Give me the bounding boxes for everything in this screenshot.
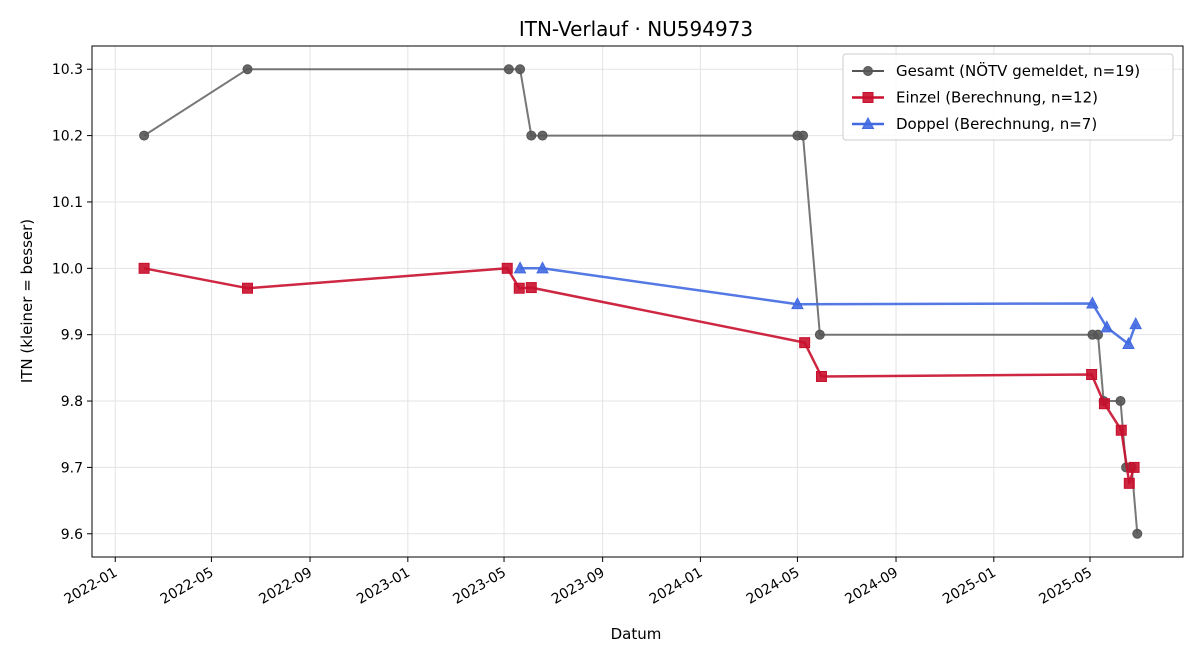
data-point <box>1129 316 1143 330</box>
data-point <box>536 261 549 274</box>
data-point <box>526 130 537 141</box>
y-tick-label: 9.8 <box>61 394 83 410</box>
data-point <box>242 282 254 294</box>
y-tick-label: 9.6 <box>61 527 83 543</box>
data-point <box>1123 477 1135 489</box>
data-point <box>1115 396 1126 407</box>
y-tick-label: 10.3 <box>52 62 83 78</box>
y-axis: 9.6 9.7 9.8 9.9 10.0 10.1 10.2 10.3 <box>52 62 92 543</box>
legend: Gesamt (NÖTV gemeldet, n=19) Einzel (Bere… <box>842 53 1174 141</box>
data-point <box>139 130 150 141</box>
data-point <box>814 329 825 340</box>
data-point <box>1100 320 1114 333</box>
series-layer <box>138 64 1143 539</box>
data-point <box>1132 528 1143 539</box>
data-point <box>791 297 804 310</box>
legend-label: Gesamt (NÖTV gemeldet, n=19) <box>896 61 1140 80</box>
data-point <box>1098 398 1110 410</box>
legend-box <box>842 53 1174 141</box>
data-point <box>515 64 526 75</box>
y-tick-label: 9.9 <box>61 328 83 344</box>
legend-marker <box>863 66 873 76</box>
data-point <box>242 64 253 75</box>
legend-item: Einzel (Berechnung, n=12) <box>852 89 1098 107</box>
data-point <box>1093 329 1104 340</box>
legend-item: Doppel (Berechnung, n=7) <box>852 115 1097 133</box>
data-point <box>501 262 513 274</box>
y-tick-label: 9.7 <box>61 460 83 476</box>
data-point <box>799 337 811 349</box>
data-point <box>1086 296 1099 309</box>
data-point <box>1128 461 1140 473</box>
data-point <box>1086 369 1098 380</box>
data-point <box>513 282 525 294</box>
y-tick-label: 10.2 <box>52 129 83 145</box>
legend-marker <box>862 92 874 103</box>
legend-label: Einzel (Berechnung, n=12) <box>896 89 1098 107</box>
series-triangle <box>513 261 1143 349</box>
plot-frame <box>91 45 1184 558</box>
x-axis-label: Datum <box>611 625 662 643</box>
y-axis-label: ITN (kleiner = besser) <box>18 219 36 383</box>
legend-item: Gesamt (NÖTV gemeldet, n=19) <box>852 61 1140 80</box>
legend-marker <box>861 116 875 129</box>
data-point <box>1115 424 1127 436</box>
series-line <box>143 267 1136 485</box>
y-tick-label: 10.0 <box>52 261 83 277</box>
data-point <box>1122 336 1135 349</box>
data-point <box>798 130 809 141</box>
chart-title: ITN-Verlauf · NU594973 <box>519 17 753 41</box>
series-square <box>138 262 1140 489</box>
data-point <box>815 370 827 382</box>
y-tick-label: 10.1 <box>52 195 83 211</box>
legend-label: Doppel (Berechnung, n=7) <box>896 115 1097 133</box>
data-point <box>138 262 150 274</box>
data-point <box>513 261 527 274</box>
data-point <box>525 282 537 294</box>
data-point <box>537 130 548 141</box>
data-point <box>503 64 514 75</box>
